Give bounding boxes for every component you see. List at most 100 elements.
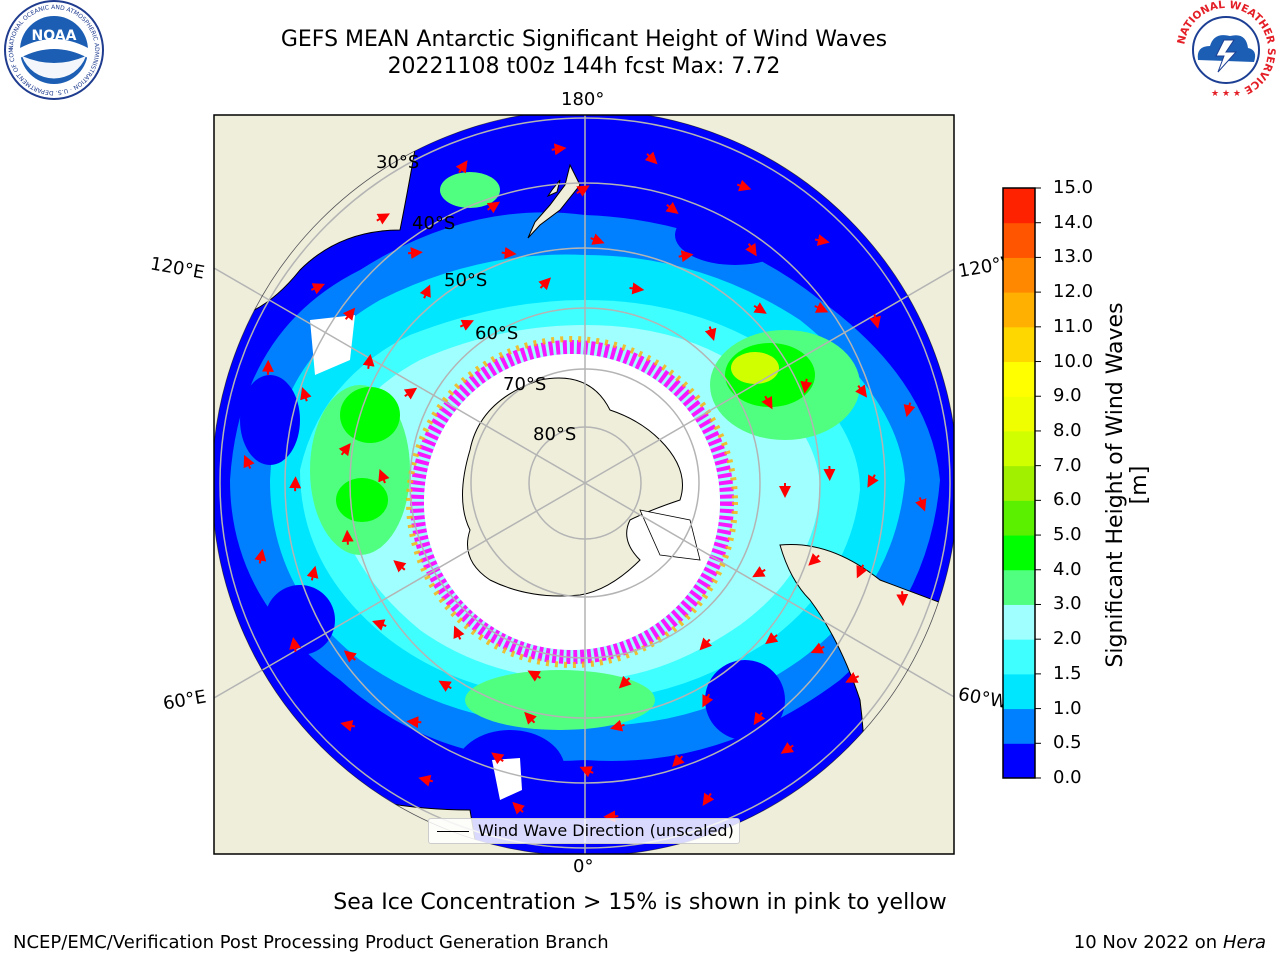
colorbar-segment <box>1003 708 1035 744</box>
wave-direction-arrow <box>579 766 594 778</box>
wave-direction-arrow <box>745 243 757 257</box>
wave-direction-arrow <box>699 637 713 651</box>
wave-direction-arrow <box>438 680 452 692</box>
colorbar-tick-label: 7.0 <box>1053 454 1082 476</box>
wave-direction-arrow <box>855 384 868 398</box>
noaa-logo: NATIONAL OCEANIC AND ATMOSPHERIC ADMINIS… <box>4 0 104 100</box>
colorbar-tick-label: 1.5 <box>1053 662 1082 684</box>
lat-label-80s: 80°S <box>533 424 577 445</box>
wave-direction-arrow <box>814 234 830 246</box>
wave-direction-arrow <box>814 301 829 313</box>
wave-direction-arrow <box>343 650 357 663</box>
chart-title: GEFS MEAN Antarctic Significant Height o… <box>280 27 888 52</box>
wave-direction-arrow <box>501 246 517 259</box>
wind-wave-arrows <box>243 143 927 823</box>
wave-direction-arrow <box>527 670 541 682</box>
colorbar-tick-label: 0.0 <box>1053 767 1082 788</box>
legend-label: Wind Wave Direction (unscaled) <box>478 821 734 840</box>
wave-direction-arrow <box>903 402 916 418</box>
colorbar-tick-label: 6.0 <box>1053 489 1082 511</box>
wave-direction-arrow <box>752 566 766 578</box>
sea-ice-caption: Sea Ice Concentration > 15% is shown in … <box>333 890 947 915</box>
colorbar-segment <box>1003 639 1035 675</box>
colorbar-tick-label: 5.0 <box>1053 524 1082 546</box>
wave-direction-arrow <box>524 711 537 725</box>
colorbar-tick-label: 13.0 <box>1053 246 1094 268</box>
chart-subtitle: 20221108 t00z 144h fcst Max: 7.72 <box>387 54 781 79</box>
wave-direction-arrow <box>867 474 879 488</box>
wave-direction-arrow <box>590 233 605 245</box>
colorbar-tick-label: 8.0 <box>1053 419 1082 441</box>
lat-label-60s: 60°S <box>475 323 519 344</box>
wave-direction-arrow <box>644 151 658 165</box>
wave-direction-arrow <box>896 591 909 607</box>
colorbar-label: Significant Height of Wind Waves [m] <box>1103 302 1152 668</box>
wave-direction-arrow <box>678 250 694 263</box>
colorbar-segment <box>1003 222 1035 258</box>
wave-direction-arrow <box>342 307 356 321</box>
wave-direction-arrow <box>372 619 387 631</box>
wave-direction-arrow <box>393 560 407 573</box>
wave-direction-arrow <box>341 529 354 545</box>
colorbar-tick-label: 9.0 <box>1053 385 1082 407</box>
colorbar-segment <box>1003 188 1035 224</box>
colorbar-segment <box>1003 604 1035 640</box>
wave-direction-arrow <box>845 671 860 683</box>
wave-direction-arrow <box>800 378 813 394</box>
wave-direction-arrow <box>810 642 825 654</box>
wave-direction-arrow <box>761 395 773 410</box>
wave-direction-arrow <box>362 353 375 369</box>
wave-direction-arrow <box>551 143 567 156</box>
lon-label-180: 180° <box>561 89 605 110</box>
wave-direction-arrow <box>407 247 423 260</box>
colorbar-segment <box>1003 292 1035 328</box>
colorbar-segment <box>1003 257 1035 293</box>
wave-direction-arrow <box>702 792 715 806</box>
graticule <box>214 115 954 854</box>
colorbar-tick-label: 12.0 <box>1053 281 1094 303</box>
colorbar-tick-label: 11.0 <box>1053 315 1094 337</box>
lon-label-0: 0° <box>573 856 594 877</box>
footer-credit: NCEP/EMC/Verification Post Processing Pr… <box>13 932 609 953</box>
colorbar-tick-label: 3.0 <box>1053 593 1082 615</box>
wave-direction-arrow <box>406 716 422 729</box>
svg-text:NOAA: NOAA <box>32 28 77 44</box>
map-legend: Wind Wave Direction (unscaled) <box>428 818 740 844</box>
colorbar-segment <box>1003 673 1035 710</box>
wave-direction-arrow <box>736 179 752 192</box>
wave-direction-arrow <box>289 636 302 652</box>
svg-text:★ ★ ★: ★ ★ ★ <box>1211 89 1241 99</box>
colorbar-tick-label: 0.5 <box>1053 732 1082 754</box>
colorbar <box>1002 187 1041 779</box>
colorbar-segment <box>1003 500 1035 536</box>
wave-direction-arrow <box>419 284 431 299</box>
wave-direction-arrow <box>629 282 645 295</box>
colorbar-segment <box>1003 569 1035 605</box>
wave-direction-arrow <box>243 454 255 469</box>
footer-date-text: 10 Nov 2022 on <box>1073 932 1218 953</box>
wave-direction-arrow <box>808 553 822 566</box>
colorbar-segment <box>1003 361 1035 397</box>
wave-direction-arrow <box>702 693 714 708</box>
wave-direction-arrow <box>618 675 632 689</box>
sea-ice-ring <box>410 340 734 664</box>
lat-label-70s: 70°S <box>503 374 547 395</box>
wave-direction-arrow <box>306 565 319 581</box>
lat-label-50s: 50°S <box>444 270 488 291</box>
wave-direction-arrow <box>610 719 625 732</box>
wave-direction-arrow <box>459 319 474 331</box>
colorbar-tick-label: 2.0 <box>1053 628 1082 650</box>
wave-direction-arrow <box>378 469 390 484</box>
wave-direction-arrow <box>486 201 501 214</box>
lat-label-30s: 30°S <box>376 152 420 173</box>
wave-direction-arrow <box>310 283 325 295</box>
footer-machine: Hera <box>1222 932 1266 953</box>
wave-direction-arrow <box>765 632 779 645</box>
map-frame <box>213 114 955 855</box>
wave-direction-arrow <box>300 387 312 402</box>
wave-direction-arrow <box>418 774 434 787</box>
colorbar-segment <box>1003 326 1035 363</box>
wave-direction-arrow <box>455 160 468 174</box>
wave-direction-arrow <box>576 185 590 197</box>
